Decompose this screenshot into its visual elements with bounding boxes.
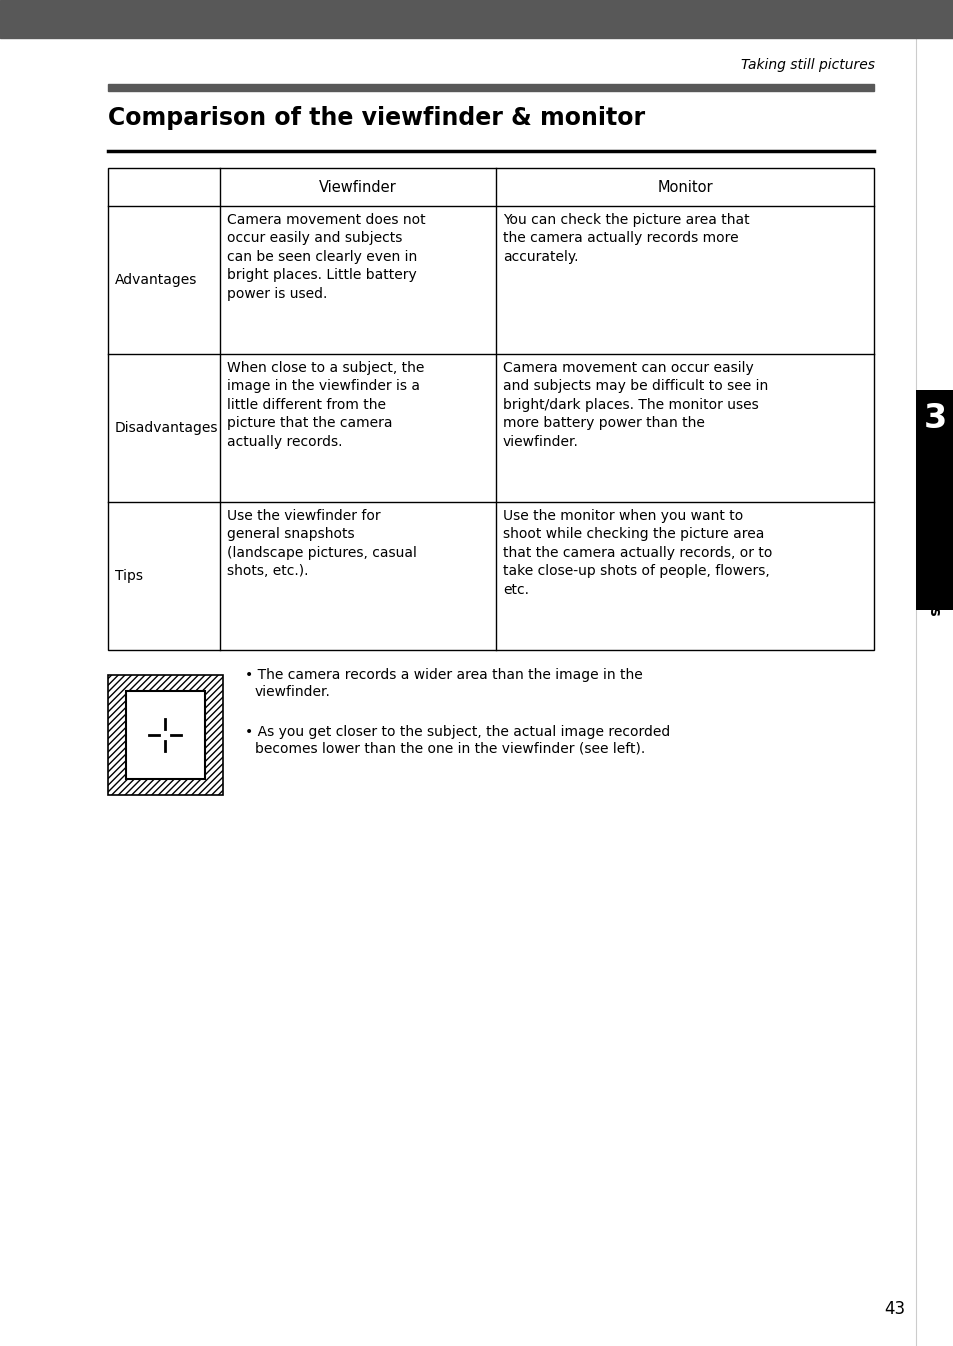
Text: Use the monitor when you want to
shoot while checking the picture area
that the : Use the monitor when you want to shoot w… <box>502 509 772 596</box>
Text: viewfinder.: viewfinder. <box>254 685 331 699</box>
Text: • The camera records a wider area than the image in the: • The camera records a wider area than t… <box>245 668 642 682</box>
Text: 43: 43 <box>882 1300 904 1318</box>
Text: You can check the picture area that
the camera actually records more
accurately.: You can check the picture area that the … <box>502 213 749 264</box>
Bar <box>0 0 953 38</box>
Bar <box>108 168 873 650</box>
Text: Camera movement does not
occur easily and subjects
can be seen clearly even in
b: Camera movement does not occur easily an… <box>227 213 425 300</box>
Text: Shooting basics: Shooting basics <box>926 485 942 615</box>
Text: Monitor: Monitor <box>657 179 712 195</box>
Bar <box>108 674 223 795</box>
Text: Disadvantages: Disadvantages <box>115 421 218 435</box>
Text: Advantages: Advantages <box>115 273 197 287</box>
Text: Use the viewfinder for
general snapshots
(landscape pictures, casual
shots, etc.: Use the viewfinder for general snapshots… <box>227 509 416 579</box>
Bar <box>915 390 953 610</box>
Text: becomes lower than the one in the viewfinder (see left).: becomes lower than the one in the viewfi… <box>254 742 644 756</box>
Text: Viewfinder: Viewfinder <box>319 179 396 195</box>
Text: • As you get closer to the subject, the actual image recorded: • As you get closer to the subject, the … <box>245 725 670 739</box>
Bar <box>108 83 873 92</box>
Text: 3: 3 <box>923 401 945 435</box>
Bar <box>126 690 205 779</box>
Text: Comparison of the viewfinder & monitor: Comparison of the viewfinder & monitor <box>108 106 644 131</box>
Text: Tips: Tips <box>115 569 143 583</box>
Text: Camera movement can occur easily
and subjects may be difficult to see in
bright/: Camera movement can occur easily and sub… <box>502 361 767 448</box>
Text: When close to a subject, the
image in the viewfinder is a
little different from : When close to a subject, the image in th… <box>227 361 424 448</box>
Text: Taking still pictures: Taking still pictures <box>740 58 874 71</box>
